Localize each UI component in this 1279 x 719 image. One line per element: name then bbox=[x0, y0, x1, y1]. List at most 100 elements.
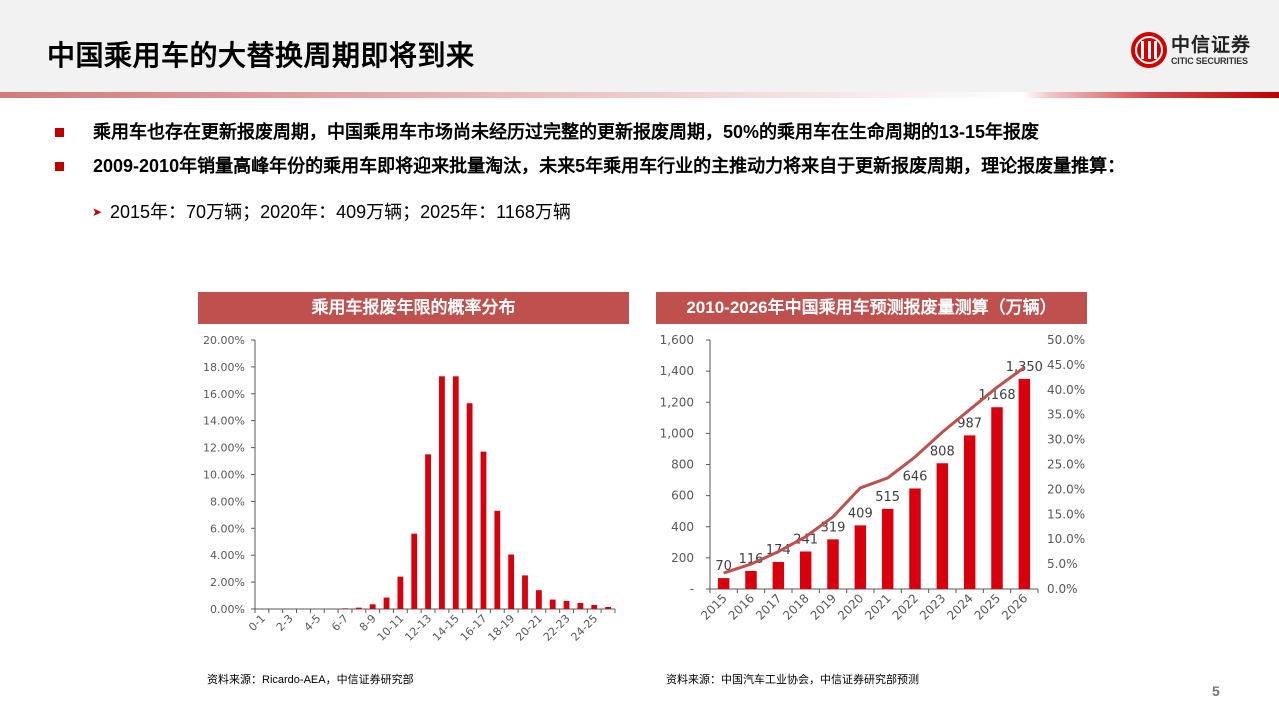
svg-text:14.00%: 14.00% bbox=[203, 415, 245, 428]
svg-text:16-17: 16-17 bbox=[458, 612, 490, 644]
svg-text:20-21: 20-21 bbox=[513, 612, 545, 644]
svg-text:1,000: 1,000 bbox=[660, 426, 694, 440]
sub-bullet-text: 2015年：70万辆；2020年：409万辆；2025年：1168万辆 bbox=[110, 202, 571, 222]
svg-text:4.00%: 4.00% bbox=[210, 549, 245, 562]
bar bbox=[577, 602, 584, 609]
svg-text:409: 409 bbox=[848, 506, 873, 521]
svg-text:1,400: 1,400 bbox=[660, 364, 694, 378]
svg-text:12-13: 12-13 bbox=[402, 612, 434, 644]
citic-logo-icon bbox=[1131, 32, 1167, 68]
svg-text:40.0%: 40.0% bbox=[1047, 383, 1085, 397]
svg-text:2.00%: 2.00% bbox=[210, 576, 245, 589]
svg-text:2015: 2015 bbox=[698, 591, 729, 622]
bar bbox=[963, 435, 976, 589]
square-bullet-icon bbox=[55, 128, 64, 137]
svg-text:24-25: 24-25 bbox=[569, 612, 601, 644]
svg-text:2-3: 2-3 bbox=[274, 612, 296, 634]
bar bbox=[605, 606, 611, 609]
svg-text:1,600: 1,600 bbox=[660, 333, 694, 347]
logo-text-cn: 中信证券 bbox=[1171, 34, 1252, 56]
svg-text:20.0%: 20.0% bbox=[1047, 482, 1085, 496]
chart-title-left: 乘用车报废年限的概率分布 bbox=[198, 292, 629, 324]
sub-bullet-item: ➤ 2015年：70万辆；2020年：409万辆；2025年：1168万辆 bbox=[55, 197, 1255, 227]
svg-text:2016: 2016 bbox=[726, 591, 757, 622]
arrow-right-icon: ➤ bbox=[92, 205, 103, 219]
bar bbox=[508, 554, 515, 609]
bar bbox=[563, 600, 570, 609]
svg-text:2023: 2023 bbox=[917, 591, 948, 622]
bar bbox=[480, 451, 487, 609]
svg-text:12.00%: 12.00% bbox=[203, 442, 245, 455]
bar bbox=[397, 576, 404, 609]
svg-text:0-1: 0-1 bbox=[246, 612, 268, 634]
svg-text:35.0%: 35.0% bbox=[1047, 408, 1085, 422]
bullet-text: 2009-2010年销量高峰年份的乘用车即将迎来批量淘汰，未来5年乘用车行业的主… bbox=[93, 156, 1126, 176]
page-number: 5 bbox=[1212, 683, 1220, 699]
bar bbox=[591, 604, 598, 609]
svg-text:319: 319 bbox=[821, 520, 846, 535]
bullet-item: 2009-2010年销量高峰年份的乘用车即将迎来批量淘汰，未来5年乘用车行业的主… bbox=[55, 151, 1255, 181]
ratio-line bbox=[723, 366, 1026, 575]
bar bbox=[355, 607, 362, 609]
svg-text:8.00%: 8.00% bbox=[210, 495, 245, 508]
bar bbox=[494, 510, 501, 609]
svg-text:646: 646 bbox=[903, 469, 928, 484]
svg-text:400: 400 bbox=[671, 520, 694, 534]
svg-text:0.0%: 0.0% bbox=[1047, 582, 1078, 596]
square-bullet-icon bbox=[55, 162, 64, 171]
logo-text-en: CITIC SECURITIES bbox=[1171, 56, 1248, 66]
bar bbox=[827, 539, 839, 589]
bar bbox=[425, 454, 431, 609]
svg-text:2026: 2026 bbox=[999, 591, 1030, 622]
bar bbox=[535, 590, 542, 609]
svg-text:515: 515 bbox=[875, 490, 900, 505]
svg-text:16.00%: 16.00% bbox=[203, 388, 245, 401]
svg-text:10.0%: 10.0% bbox=[1047, 532, 1085, 546]
bar bbox=[991, 407, 1003, 589]
svg-text:6-7: 6-7 bbox=[329, 612, 351, 634]
svg-text:2022: 2022 bbox=[890, 591, 921, 622]
bullet-text: 乘用车也存在更新报废周期，中国乘用车市场尚未经历过完整的更新报废周期，50%的乘… bbox=[93, 122, 1040, 142]
svg-text:2025: 2025 bbox=[972, 591, 1003, 622]
svg-text:25.0%: 25.0% bbox=[1047, 458, 1085, 472]
svg-text:2020: 2020 bbox=[835, 591, 866, 622]
svg-text:2021: 2021 bbox=[862, 591, 893, 622]
svg-text:2019: 2019 bbox=[808, 591, 839, 622]
bar bbox=[1018, 378, 1031, 589]
svg-text:18-19: 18-19 bbox=[485, 612, 517, 644]
svg-text:30.0%: 30.0% bbox=[1047, 433, 1085, 447]
header: 中国乘用车的大替换周期即将到来 中信证券 CITIC SECURITIES bbox=[0, 0, 1279, 92]
svg-text:50.0%: 50.0% bbox=[1047, 333, 1085, 347]
page-title: 中国乘用车的大替换周期即将到来 bbox=[47, 40, 475, 71]
svg-text:808: 808 bbox=[930, 444, 955, 459]
svg-text:10.00%: 10.00% bbox=[203, 469, 245, 482]
svg-text:45.0%: 45.0% bbox=[1047, 358, 1085, 372]
bar bbox=[854, 525, 867, 589]
bar bbox=[452, 376, 459, 609]
bar bbox=[717, 578, 730, 589]
svg-text:2024: 2024 bbox=[944, 591, 975, 622]
svg-text:1,168: 1,168 bbox=[978, 388, 1015, 403]
bar bbox=[881, 508, 894, 589]
scrap-volume-forecast-chart: - 200 400 600 800 1,000 1,200 1,400 1,600 0.0% 5.0… bbox=[660, 333, 1085, 623]
svg-text:20.00%: 20.00% bbox=[203, 334, 245, 347]
bar bbox=[549, 599, 556, 609]
bar bbox=[522, 575, 528, 609]
svg-text:2018: 2018 bbox=[780, 591, 811, 622]
svg-text:6.00%: 6.00% bbox=[210, 522, 245, 535]
bar bbox=[411, 533, 418, 609]
svg-text:-: - bbox=[690, 582, 694, 596]
svg-text:10-11: 10-11 bbox=[375, 612, 407, 644]
svg-text:0.00%: 0.00% bbox=[210, 603, 245, 616]
citic-logo: 中信证券 CITIC SECURITIES bbox=[1131, 30, 1261, 70]
bar bbox=[439, 376, 445, 609]
bar bbox=[799, 551, 812, 589]
svg-text:987: 987 bbox=[957, 416, 982, 431]
bar bbox=[369, 604, 376, 609]
svg-text:200: 200 bbox=[671, 551, 694, 565]
bar bbox=[936, 463, 949, 589]
bar bbox=[342, 608, 348, 609]
svg-text:241: 241 bbox=[793, 532, 818, 547]
bullet-item: 乘用车也存在更新报废周期，中国乘用车市场尚未经历过完整的更新报废周期，50%的乘… bbox=[55, 117, 1255, 147]
chart-title-right: 2010-2026年中国乘用车预测报废量测算（万辆） bbox=[656, 292, 1087, 324]
